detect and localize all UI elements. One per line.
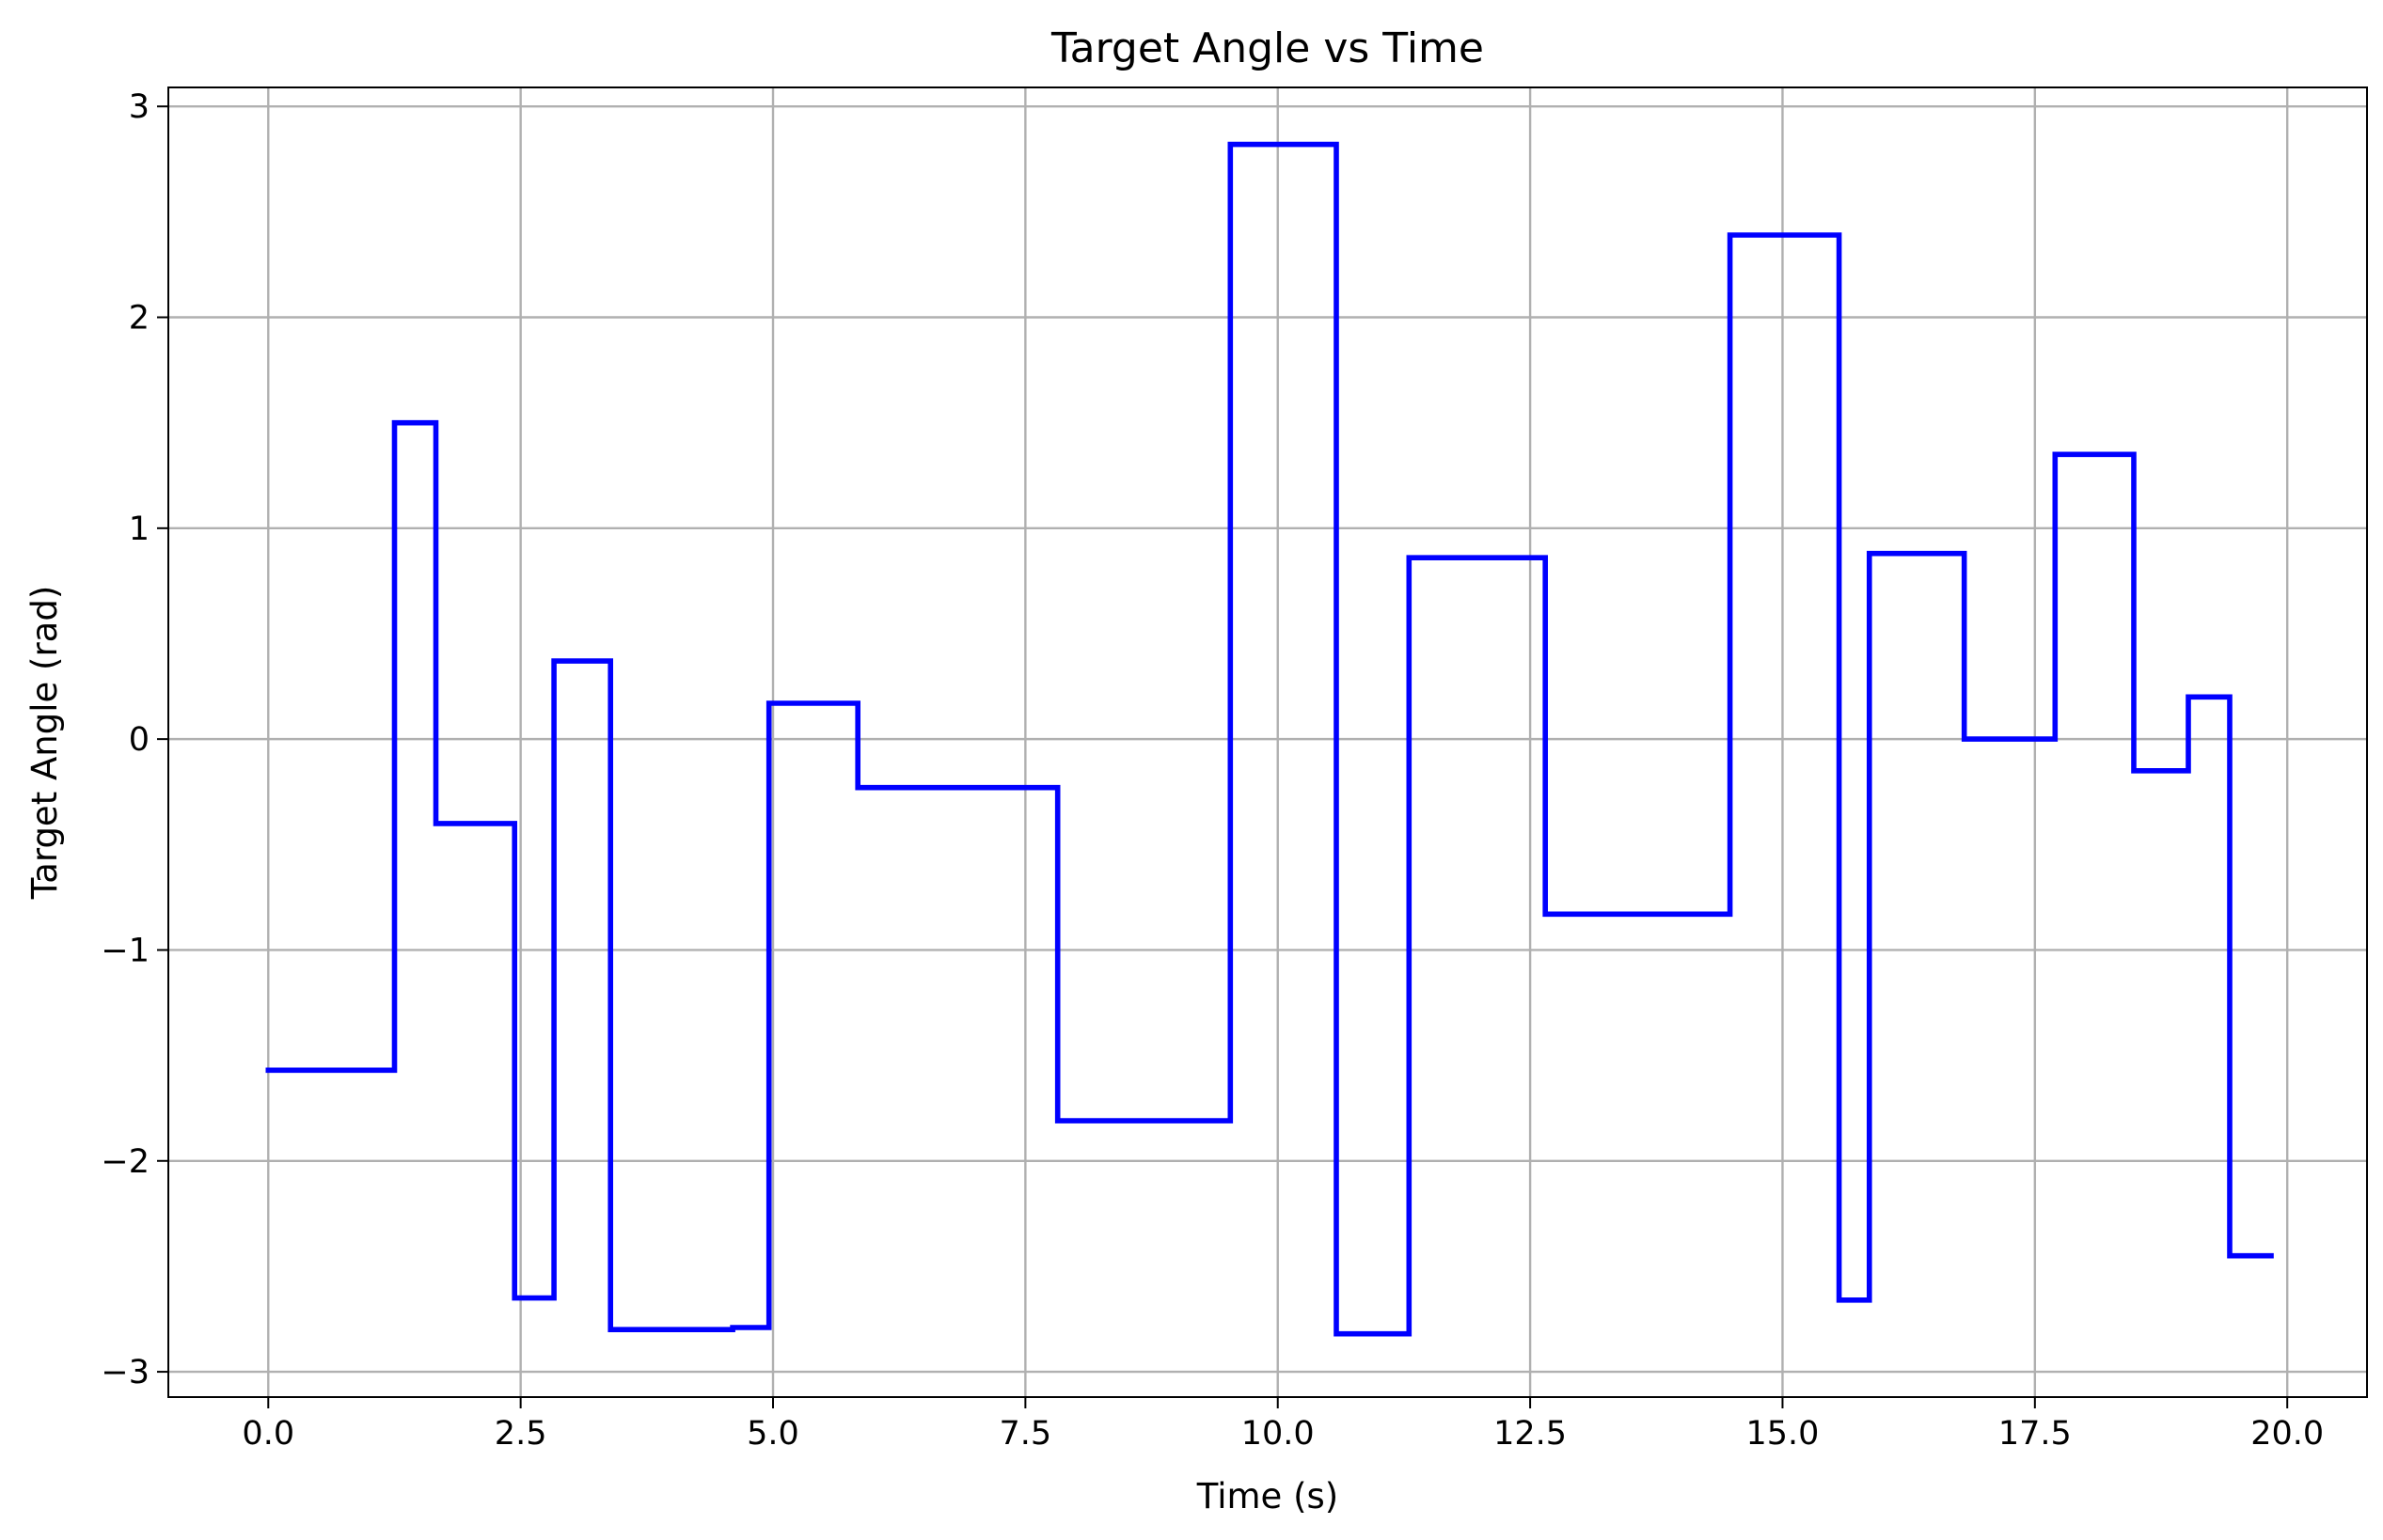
y-axis: −3 −2 −1 0 1 2 3 bbox=[101, 88, 168, 1391]
plot-frame bbox=[167, 86, 2368, 1398]
x-tick-label: 5.0 bbox=[747, 1415, 799, 1453]
y-axis-label: Target Angle (rad) bbox=[24, 586, 65, 901]
y-tick-label: −1 bbox=[101, 932, 150, 969]
x-tick-label: 2.5 bbox=[495, 1415, 547, 1453]
y-tick-label: −3 bbox=[101, 1354, 150, 1391]
y-tick-label: 0 bbox=[129, 721, 150, 759]
x-axis-label: Time (s) bbox=[1196, 1476, 1338, 1516]
x-tick-label: 17.5 bbox=[1998, 1415, 2072, 1453]
grid bbox=[168, 87, 2367, 1397]
y-tick-label: 1 bbox=[129, 511, 150, 548]
x-tick-label: 20.0 bbox=[2250, 1415, 2324, 1453]
x-tick-label: 0.0 bbox=[242, 1415, 294, 1453]
x-tick-label: 10.0 bbox=[1241, 1415, 1315, 1453]
x-tick-label: 12.5 bbox=[1493, 1415, 1567, 1453]
x-tick-label: 15.0 bbox=[1745, 1415, 1819, 1453]
y-tick-label: 2 bbox=[129, 300, 150, 338]
y-tick-label: −2 bbox=[101, 1143, 150, 1181]
y-tick-label: 3 bbox=[129, 88, 150, 126]
chart-title: Target Angle vs Time bbox=[1050, 24, 1484, 72]
series-layer bbox=[265, 141, 2274, 1337]
x-axis: 0.0 2.5 5.0 7.5 10.0 12.5 15.0 17.5 20.0 bbox=[242, 1397, 2324, 1453]
x-tick-label: 7.5 bbox=[1000, 1415, 1052, 1453]
series-line bbox=[265, 141, 2274, 1337]
